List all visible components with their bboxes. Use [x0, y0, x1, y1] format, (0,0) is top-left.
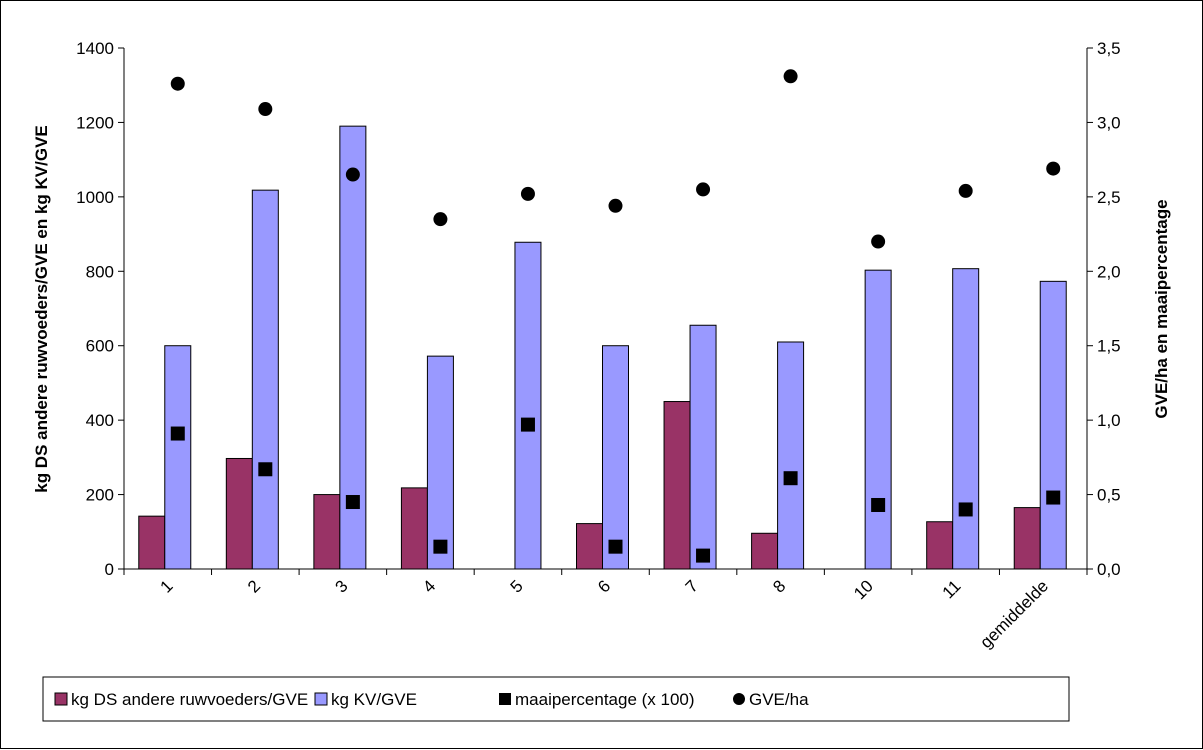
x-tick-label-10: 10 — [850, 576, 877, 603]
bar-ds-8 — [751, 532, 779, 570]
legend-label-0: kg DS andere ruwvoeders/GVE — [71, 690, 308, 709]
marker-gveha-gemiddelde — [1046, 161, 1061, 176]
bar-kv-1 — [164, 345, 192, 570]
right-tick-label-0,5: 0,5 — [1097, 486, 1121, 505]
bar-ds-11 — [926, 521, 954, 570]
marker-gveha-3 — [345, 167, 360, 182]
marker-gveha-6 — [608, 198, 623, 213]
marker-maai-7 — [696, 548, 711, 563]
right-tick-label-2,5: 2,5 — [1097, 188, 1121, 207]
bar-kv-5 — [514, 241, 542, 570]
bar-ds-6 — [576, 523, 603, 570]
bars-layer — [138, 125, 1067, 570]
left-tick-label-200: 200 — [86, 486, 114, 505]
right-tick-label-1,0: 1,0 — [1097, 411, 1121, 430]
x-tick-label-gemiddelde: gemiddelde — [976, 576, 1052, 652]
x-tick-label-1: 1 — [156, 576, 176, 596]
legend-box — [42, 676, 1070, 722]
bar-kv-7 — [689, 324, 717, 570]
bar-ds-1 — [138, 515, 166, 570]
marker-maai-2 — [258, 462, 273, 477]
legend-swatch-0 — [54, 692, 68, 706]
x-tick-label-11: 11 — [939, 576, 965, 602]
marker-maai-3 — [345, 495, 360, 510]
marker-maai-6 — [608, 539, 623, 554]
bar-kv-6 — [602, 345, 629, 570]
bar-kv-gemiddelde — [1039, 280, 1067, 570]
left-axis-title: kg DS andere ruwvoeders/GVE en kg KV/GVE — [32, 125, 51, 493]
left-tick-label-400: 400 — [86, 411, 114, 430]
left-tick-label-600: 600 — [86, 337, 114, 356]
marker-maai-4 — [433, 539, 448, 554]
legend-swatch-2 — [499, 693, 511, 705]
right-tick-label-2,0: 2,0 — [1097, 262, 1121, 281]
left-tick-label-1400: 1400 — [76, 39, 114, 58]
legend-swatch-1 — [314, 692, 328, 706]
bar-ds-3 — [313, 494, 341, 570]
marker-gveha-2 — [258, 102, 273, 117]
marker-gveha-1 — [170, 76, 185, 91]
left-tick-label-0: 0 — [105, 560, 114, 579]
x-tick-label-5: 5 — [507, 576, 527, 596]
left-tick-label-1200: 1200 — [76, 113, 114, 132]
marker-maai-8 — [783, 471, 798, 486]
bar-kv-4 — [426, 355, 454, 570]
bar-kv-11 — [952, 268, 980, 570]
marker-maai-1 — [170, 426, 185, 441]
legend: kg DS andere ruwvoeders/GVE kg KV/GVE maai… — [42, 676, 1070, 722]
x-tick-label-7: 7 — [682, 576, 702, 596]
marker-maai-5 — [520, 417, 535, 432]
marker-gveha-5 — [520, 186, 535, 201]
bar-kv-10 — [864, 269, 892, 570]
x-tick-label-2: 2 — [244, 576, 264, 596]
x-tick-label-4: 4 — [419, 576, 439, 596]
legend-label-2: maaipercentage (x 100) — [515, 690, 695, 709]
right-tick-label-1,5: 1,5 — [1097, 337, 1121, 356]
x-tick-label-3: 3 — [332, 576, 352, 596]
right-tick-label-0,0: 0,0 — [1097, 560, 1121, 579]
legend-swatch-3 — [733, 693, 745, 705]
bar-ds-4 — [400, 487, 428, 570]
x-tick-label-6: 6 — [594, 576, 614, 596]
legend-label-3: GVE/ha — [749, 690, 809, 709]
marker-gveha-8 — [783, 69, 798, 84]
right-tick-label-3,5: 3,5 — [1097, 39, 1121, 58]
bar-ds-2 — [225, 457, 253, 570]
left-tick-label-800: 800 — [86, 262, 114, 281]
marker-maai-10 — [871, 497, 886, 512]
marker-gveha-10 — [871, 234, 886, 249]
marker-maai-11 — [958, 502, 973, 517]
x-tick-label-8: 8 — [769, 576, 789, 596]
markers-layer — [170, 69, 1061, 563]
bar-kv-2 — [251, 189, 279, 570]
marker-gveha-4 — [433, 212, 448, 227]
bar-ds-7 — [663, 401, 691, 570]
legend-label-1: kg KV/GVE — [331, 690, 417, 709]
marker-gveha-11 — [958, 183, 973, 198]
right-axis-title: GVE/ha en maaipercentage — [1152, 199, 1171, 418]
left-tick-label-1000: 1000 — [76, 188, 114, 207]
marker-maai-gemiddelde — [1046, 490, 1061, 505]
bar-kv-8 — [777, 341, 805, 570]
marker-gveha-7 — [696, 182, 711, 197]
bar-ds-gemiddelde — [1013, 507, 1041, 570]
right-tick-label-3,0: 3,0 — [1097, 113, 1121, 132]
